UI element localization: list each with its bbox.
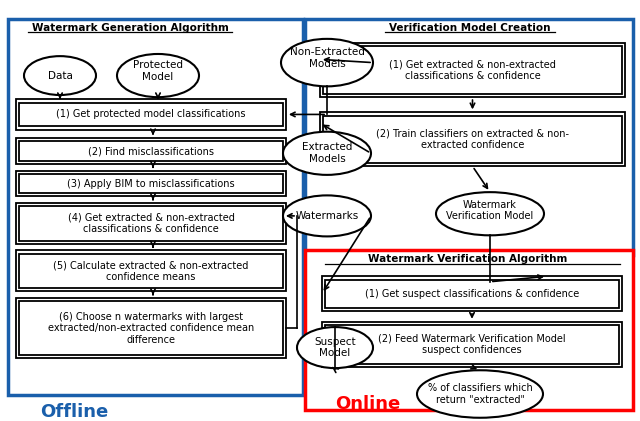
Text: Online: Online [335,395,400,413]
Text: Watermarks: Watermarks [296,211,358,221]
Text: (6) Choose n watermarks with largest
extracted/non-extracted confidence mean
dif: (6) Choose n watermarks with largest ext… [48,312,254,345]
FancyBboxPatch shape [322,276,622,311]
Text: (1) Get protected model classifications: (1) Get protected model classifications [56,109,246,120]
Text: Non-Extracted
Models: Non-Extracted Models [289,48,364,69]
FancyBboxPatch shape [320,43,625,97]
FancyBboxPatch shape [16,250,286,291]
Text: Extracted
Models: Extracted Models [302,142,352,164]
FancyBboxPatch shape [322,322,622,367]
FancyBboxPatch shape [325,325,619,364]
Text: (5) Calculate extracted & non-extracted
confidence means: (5) Calculate extracted & non-extracted … [53,260,249,282]
FancyBboxPatch shape [16,171,286,197]
Text: Suspect
Model: Suspect Model [314,337,356,358]
FancyBboxPatch shape [16,99,286,130]
FancyBboxPatch shape [305,250,633,410]
Text: Watermark Verification Algorithm: Watermark Verification Algorithm [368,254,568,264]
Text: Verification Model Creation: Verification Model Creation [389,23,551,33]
FancyBboxPatch shape [19,206,283,241]
FancyBboxPatch shape [325,280,619,308]
Text: (2) Find misclassifications: (2) Find misclassifications [88,146,214,156]
Text: (4) Get extracted & non-extracted
classifications & confidence: (4) Get extracted & non-extracted classi… [68,213,234,234]
Ellipse shape [297,327,373,368]
Text: (2) Train classifiers on extracted & non-
extracted confidence: (2) Train classifiers on extracted & non… [376,128,569,150]
FancyBboxPatch shape [305,19,633,255]
FancyBboxPatch shape [19,174,283,193]
FancyBboxPatch shape [19,254,283,288]
FancyBboxPatch shape [320,112,625,166]
FancyBboxPatch shape [16,298,286,358]
FancyBboxPatch shape [19,103,283,126]
Text: Watermark Generation Algorithm: Watermark Generation Algorithm [31,23,228,33]
FancyBboxPatch shape [8,19,303,395]
Ellipse shape [117,54,199,97]
FancyBboxPatch shape [16,203,286,244]
Text: % of classifiers which
return "extracted": % of classifiers which return "extracted… [428,383,532,405]
Ellipse shape [24,56,96,95]
Ellipse shape [436,192,544,235]
Text: Protected
Model: Protected Model [133,61,183,82]
Text: (1) Get suspect classifications & confidence: (1) Get suspect classifications & confid… [365,289,579,298]
Text: (2) Feed Watermark Verification Model
suspect confidences: (2) Feed Watermark Verification Model su… [378,333,566,355]
Ellipse shape [417,370,543,418]
FancyBboxPatch shape [16,138,286,164]
Ellipse shape [281,39,373,86]
Text: Offline: Offline [40,403,108,421]
Ellipse shape [283,195,371,237]
Text: Watermark
Verification Model: Watermark Verification Model [446,200,534,221]
FancyBboxPatch shape [323,46,622,94]
FancyBboxPatch shape [19,141,283,161]
FancyBboxPatch shape [19,301,283,355]
Text: Data: Data [47,71,72,80]
Ellipse shape [283,132,371,175]
Text: (3) Apply BIM to misclassifications: (3) Apply BIM to misclassifications [67,179,235,189]
Text: (1) Get extracted & non-extracted
classifications & confidence: (1) Get extracted & non-extracted classi… [389,59,556,81]
FancyBboxPatch shape [323,115,622,163]
